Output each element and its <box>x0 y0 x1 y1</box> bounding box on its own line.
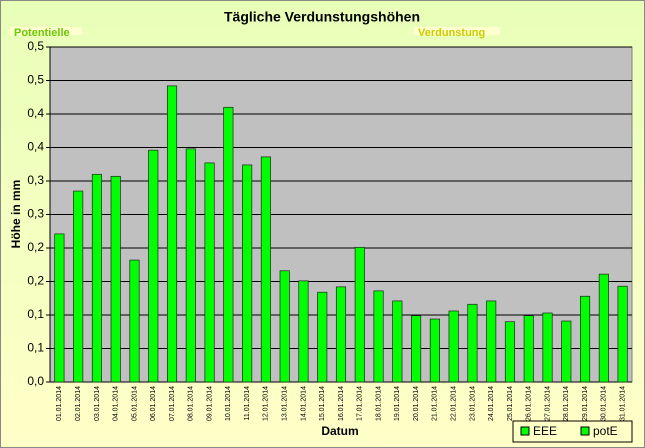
x-tick-label: 08.01.2014 <box>188 386 195 421</box>
bar <box>110 175 121 383</box>
x-tick-label: 07.01.2014 <box>169 386 176 421</box>
bar <box>335 286 347 383</box>
x-tick-label: 15.01.2014 <box>319 386 326 421</box>
bar <box>580 295 591 383</box>
legend-swatch <box>520 426 530 436</box>
x-tick-label: 25.01.2014 <box>507 386 514 421</box>
bar <box>317 291 328 383</box>
x-tick-label: 22.01.2014 <box>450 386 457 421</box>
bar <box>54 233 65 383</box>
y-tick-label: 0,5 <box>27 39 44 53</box>
bar <box>617 285 628 383</box>
x-tick-label: 05.01.2014 <box>131 386 138 421</box>
x-tick-label: 16.01.2014 <box>338 386 345 421</box>
bar <box>523 315 534 383</box>
legend-label: potE <box>593 424 618 438</box>
bar <box>467 303 478 383</box>
y-tick-label: 0,0 <box>27 374 44 388</box>
y-tick-label: 0,1 <box>27 341 44 355</box>
x-tick-label: 09.01.2014 <box>206 386 213 421</box>
y-tick-label: 0,3 <box>27 173 44 187</box>
annotation: Verdunstung <box>418 27 485 39</box>
x-tick-label: 06.01.2014 <box>150 386 157 421</box>
x-tick-label: 01.01.2014 <box>56 386 63 421</box>
y-axis-label: Höhe in mm <box>9 180 23 249</box>
x-tick-label: 14.01.2014 <box>300 386 307 421</box>
annotation-box <box>10 27 82 35</box>
x-tick-label: 26.01.2014 <box>526 386 533 421</box>
bar <box>448 310 459 383</box>
x-tick-label: 12.01.2014 <box>263 386 270 421</box>
annotation-box <box>414 27 500 35</box>
y-tick-label: 0,4 <box>27 106 44 120</box>
x-tick-label: 23.01.2014 <box>469 386 476 421</box>
x-tick-label: 03.01.2014 <box>94 386 101 421</box>
bar <box>260 156 271 383</box>
y-tick-label: 0,4 <box>27 140 44 154</box>
y-tick-label: 0,5 <box>27 73 44 87</box>
x-tick-label: 20.01.2014 <box>413 386 420 421</box>
bar <box>486 300 497 383</box>
bar <box>185 148 196 383</box>
annotation: Potentielle <box>14 27 70 39</box>
legend-box <box>512 420 633 443</box>
bar <box>91 173 102 383</box>
bar <box>298 280 309 383</box>
bar <box>504 321 516 383</box>
bar <box>542 312 553 383</box>
x-tick-label: 02.01.2014 <box>75 386 82 421</box>
bar <box>373 290 384 383</box>
bar <box>73 190 84 383</box>
x-tick-label: 27.01.2014 <box>544 386 551 421</box>
y-tick-label: 0,3 <box>27 207 44 221</box>
bar <box>223 106 234 383</box>
bar <box>148 149 159 383</box>
bar <box>392 300 403 383</box>
x-tick-label: 29.01.2014 <box>582 386 589 421</box>
legend-label: EEE <box>533 424 557 438</box>
y-tick-label: 0,1 <box>27 307 44 321</box>
x-tick-label: 13.01.2014 <box>282 386 289 421</box>
bar <box>242 164 253 383</box>
x-tick-label: 04.01.2014 <box>113 386 120 421</box>
x-tick-label: 30.01.2014 <box>601 386 608 421</box>
x-tick-label: 24.01.2014 <box>488 386 495 421</box>
x-tick-label: 28.01.2014 <box>563 386 570 421</box>
bar <box>561 320 572 383</box>
chart-title: Tägliche Verdunstungshöhen <box>224 9 420 25</box>
x-tick-label: 31.01.2014 <box>619 386 626 421</box>
bar <box>354 246 365 383</box>
bar <box>411 315 422 383</box>
legend-swatch <box>580 426 590 436</box>
bar <box>598 273 609 383</box>
x-tick-label: 19.01.2014 <box>394 386 401 421</box>
x-axis-label: Datum <box>321 424 358 438</box>
y-tick-label: 0,2 <box>27 240 44 254</box>
x-tick-label: 21.01.2014 <box>432 386 439 421</box>
y-tick-label: 0,2 <box>27 274 44 288</box>
x-tick-label: 17.01.2014 <box>357 386 364 421</box>
bar <box>279 270 290 383</box>
x-tick-label: 11.01.2014 <box>244 386 251 421</box>
bar <box>129 259 140 383</box>
bar <box>429 318 440 383</box>
x-tick-label: 18.01.2014 <box>375 386 382 421</box>
x-tick-label: 10.01.2014 <box>225 386 232 421</box>
bar <box>166 85 178 383</box>
bar <box>204 162 215 383</box>
